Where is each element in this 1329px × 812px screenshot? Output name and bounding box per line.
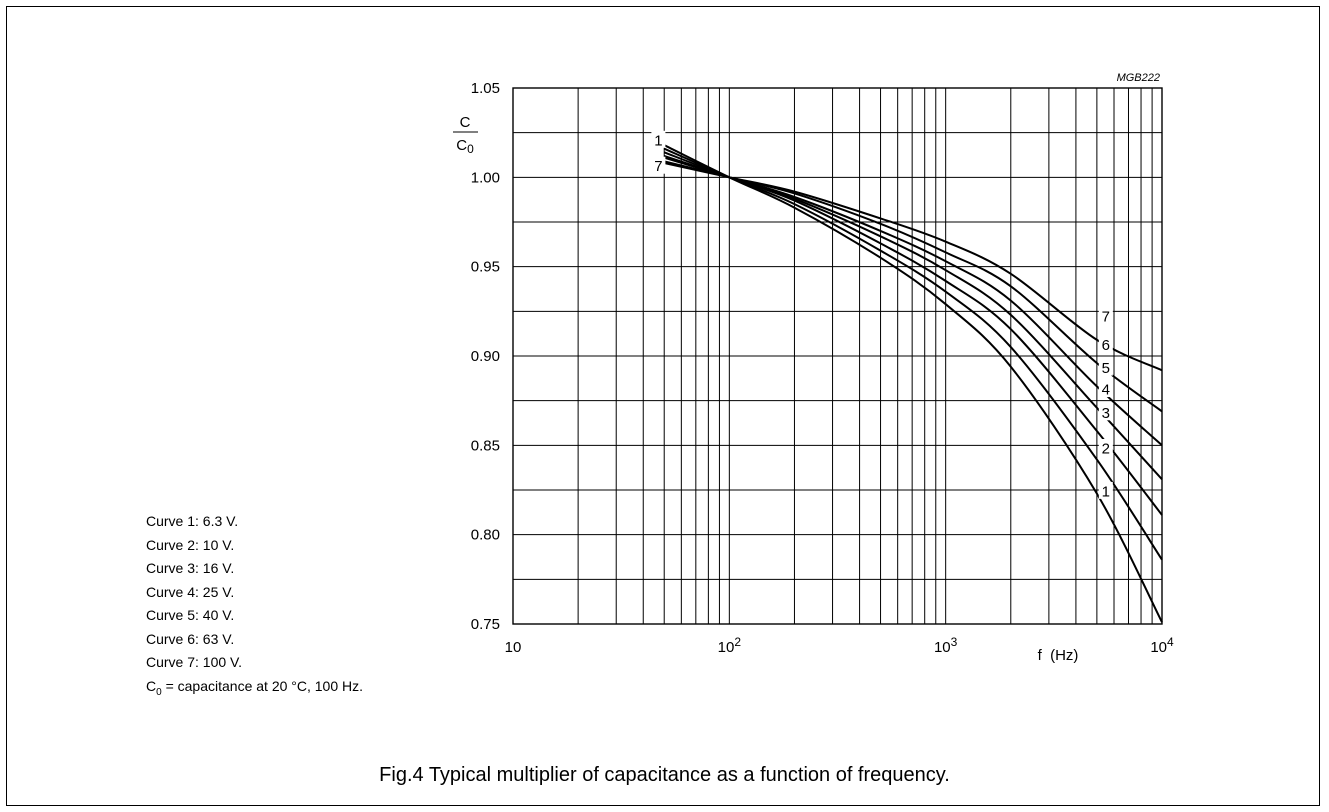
c0-definition-note: C0 = capacitance at 20 °C, 100 Hz.: [146, 678, 364, 698]
y-tick-label: 1.00: [471, 169, 500, 186]
y-axis-label-numerator: C: [460, 114, 471, 131]
curve-note: Curve 6: 63 V.: [146, 630, 235, 647]
curve-label-background: [1098, 306, 1113, 324]
y-tick-label: 0.90: [471, 348, 500, 365]
curve-label: 2: [1102, 441, 1110, 458]
curve-legend-notes: Curve 1: 6.3 V. Curve 2: 10 V. Curve 3: 16…: [146, 510, 242, 675]
curve-label: 4: [1102, 382, 1110, 399]
figure-caption: Fig.4 Typical multiplier of capacitance …: [379, 764, 950, 786]
grid: [513, 88, 1162, 624]
curve-label-background: [651, 156, 666, 174]
curve-labels: 1 7 7 6 5 4 3 2 1: [651, 130, 1113, 500]
curve-4: [663, 154, 1163, 480]
curve-label: 7: [1102, 308, 1110, 325]
curve-label-background: [1098, 335, 1113, 353]
x-tick-label: 103: [934, 635, 958, 656]
y-tick-label: 0.85: [471, 437, 500, 454]
curve-label: 5: [1102, 360, 1110, 377]
curve-label-background: [1098, 481, 1113, 499]
curve-label-background: [1098, 403, 1113, 421]
y-axis-label: C C0: [453, 114, 478, 156]
x-tick-label: 10: [505, 639, 522, 656]
figure-frame: [6, 6, 1320, 806]
curves: [663, 144, 1163, 623]
curve-label-background: [1098, 380, 1113, 398]
curve-6: [663, 160, 1163, 413]
plot-border: [512, 87, 1163, 625]
x-tick-label: 104: [1150, 635, 1174, 656]
y-tick-label: 0.80: [471, 527, 500, 544]
curve-label: 1: [1102, 483, 1110, 500]
curve-7: [663, 162, 1163, 372]
y-tick-labels: 0.75 0.80 0.85 0.90 0.95 1.00 1.05: [471, 80, 500, 633]
curve-note: Curve 4: 25 V.: [146, 583, 235, 600]
curve-label-background: [1098, 358, 1113, 376]
curve-5: [663, 156, 1163, 447]
y-tick-label: 0.95: [471, 259, 500, 276]
curve-note: Curve 1: 6.3 V.: [146, 513, 239, 529]
curve-label: 3: [1102, 405, 1110, 422]
curve-1: [663, 144, 1163, 623]
x-tick-label: 102: [718, 635, 742, 656]
curve-label: 7: [654, 158, 662, 175]
curve-label: 6: [1102, 337, 1110, 354]
curve-note: Curve 2: 10 V.: [146, 536, 235, 553]
figure-code: MGB222: [1117, 72, 1160, 84]
y-tick-label: 0.75: [471, 616, 500, 633]
curve-note: Curve 5: 40 V.: [146, 607, 235, 623]
x-axis-label: f (Hz): [1038, 647, 1079, 664]
x-tick-labels: 10 102 103 104: [505, 635, 1174, 656]
curve-label: 1: [654, 132, 662, 149]
curve-note: Curve 3: 16 V.: [146, 560, 235, 576]
y-axis-label-denominator: C0: [456, 137, 474, 156]
curve-label-background: [651, 130, 666, 148]
curve-note: Curve 7: 100 V.: [146, 654, 242, 670]
y-tick-label: 1.05: [471, 80, 500, 97]
curve-label-background: [1098, 439, 1113, 457]
